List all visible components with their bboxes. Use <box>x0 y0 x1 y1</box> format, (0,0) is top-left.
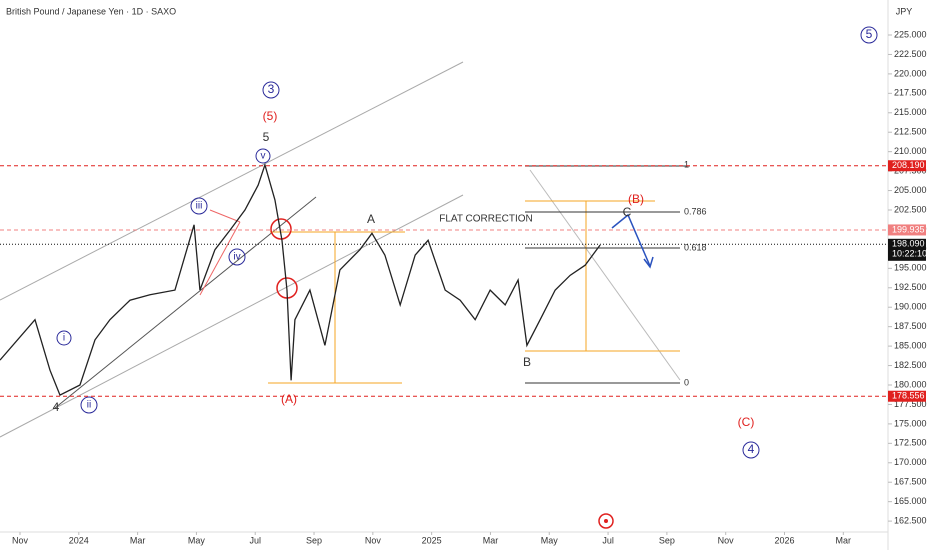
currency: JPY <box>896 6 913 16</box>
fib-label: 0.786 <box>684 206 707 216</box>
y-tick-label: 177.500 <box>894 399 927 409</box>
wave-label: C <box>623 205 632 219</box>
y-tick-label: 165.000 <box>894 496 927 506</box>
y-tick-label: 167.500 <box>894 477 927 487</box>
price-label: 208.190 <box>892 160 925 170</box>
fib-label: 1 <box>684 159 689 169</box>
x-tick-label: Nov <box>12 535 29 545</box>
wave-label: 4 <box>53 400 60 414</box>
y-tick-label: 210.000 <box>894 146 927 156</box>
y-tick-label: 225.000 <box>894 29 927 39</box>
wave-label: 5 <box>263 130 270 144</box>
y-tick-label: 205.000 <box>894 185 927 195</box>
y-tick-label: 170.000 <box>894 457 927 467</box>
x-tick-label: Nov <box>365 535 382 545</box>
x-tick-label: Sep <box>659 535 675 545</box>
fib-label: 0.618 <box>684 242 707 252</box>
wave-label: i <box>63 333 65 344</box>
wave-label: (5) <box>263 109 278 123</box>
y-tick-label: 192.500 <box>894 282 927 292</box>
y-tick-label: 215.000 <box>894 107 927 117</box>
y-tick-label: 190.000 <box>894 302 927 312</box>
price-label-box <box>888 160 926 172</box>
y-tick-label: 220.000 <box>894 68 927 78</box>
x-tick-label: May <box>188 535 206 545</box>
wave-label: 5 <box>866 27 873 41</box>
y-tick-label: 212.500 <box>894 127 927 137</box>
price-line-series <box>0 162 601 397</box>
x-tick-label: Mar <box>130 535 146 545</box>
wave-label: iii <box>196 201 203 212</box>
y-tick-label: 195.000 <box>894 263 927 273</box>
chart-title: British Pound / Japanese Yen · 1D · SAXO <box>6 6 176 16</box>
wave-label: (C) <box>738 415 755 429</box>
wave-label: (B) <box>628 192 644 206</box>
price-label: 199.935 <box>892 224 925 234</box>
wave-label: B <box>523 355 531 369</box>
wave-label: (A) <box>281 392 297 406</box>
price-label-box <box>888 224 926 236</box>
countdown: 10:22:10 <box>892 249 927 259</box>
price-label-box <box>888 390 926 402</box>
x-tick-label: Mar <box>483 535 499 545</box>
x-tick-label: Jul <box>602 535 614 545</box>
price-label: 198.090 <box>892 239 925 249</box>
x-tick-label: Nov <box>718 535 735 545</box>
y-tick-label: 180.000 <box>894 379 927 389</box>
wave-label: iv <box>233 252 240 263</box>
x-tick-label: May <box>541 535 559 545</box>
wave-label: ii <box>87 400 91 411</box>
wave-label: 4 <box>748 442 755 456</box>
y-tick-label: 222.500 <box>894 49 927 59</box>
fib-label: 0 <box>684 377 689 387</box>
x-tick-label: Jul <box>249 535 261 545</box>
price-label-box <box>888 238 926 261</box>
y-tick-label: 187.500 <box>894 321 927 331</box>
x-tick-label: 2026 <box>774 535 794 545</box>
x-tick-label: Sep <box>306 535 322 545</box>
y-tick-label: 217.500 <box>894 88 927 98</box>
x-tick-label: Mar <box>836 535 852 545</box>
price-label: 178.556 <box>892 391 925 401</box>
y-tick-label: 172.500 <box>894 438 927 448</box>
y-tick-label: 182.500 <box>894 360 927 370</box>
wave-label: v <box>261 151 266 162</box>
x-tick-label: 2024 <box>69 535 89 545</box>
y-tick-label: 185.000 <box>894 340 927 350</box>
wave-label: A <box>367 212 375 226</box>
y-tick-label: 162.500 <box>894 515 927 525</box>
y-tick-label: 202.500 <box>894 204 927 214</box>
annotation: FLAT CORRECTION <box>439 214 533 225</box>
y-tick-label: 175.000 <box>894 418 927 428</box>
wave-label: 3 <box>268 82 275 96</box>
x-tick-label: 2025 <box>422 535 442 545</box>
